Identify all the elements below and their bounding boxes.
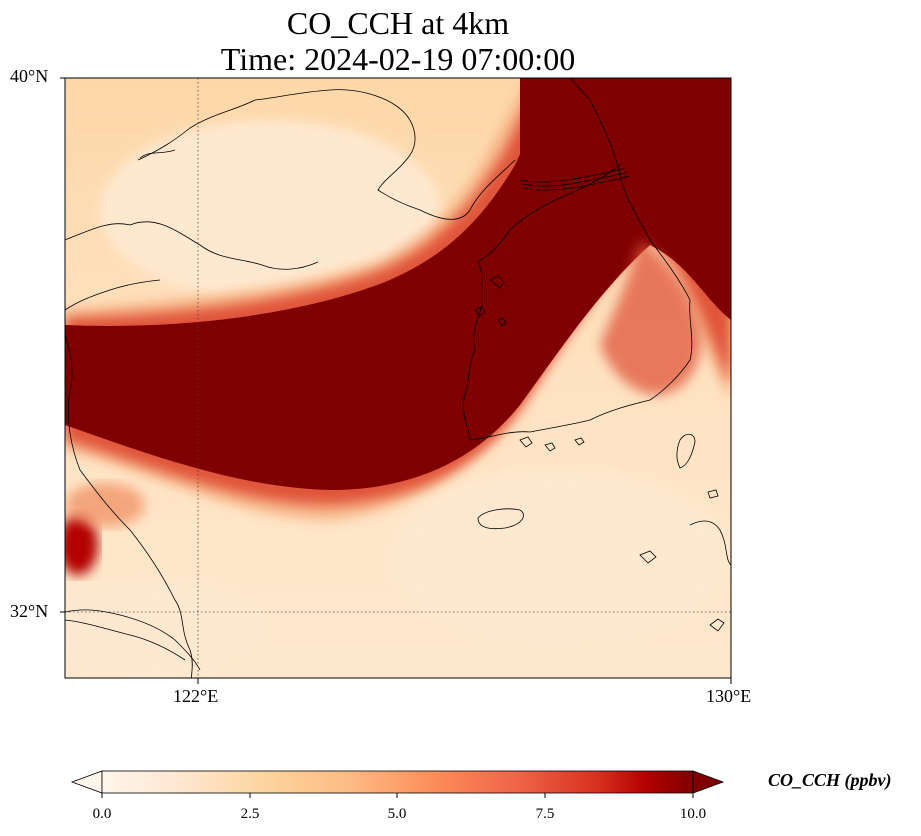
co-concentration-field bbox=[65, 78, 731, 678]
colorbar bbox=[70, 770, 725, 798]
coastlines bbox=[65, 78, 731, 678]
colorbar-tick-7-5: 7.5 bbox=[535, 806, 555, 822]
colorbar-extend-min bbox=[70, 770, 103, 794]
lon-label-130e: 130°E bbox=[706, 686, 752, 706]
colorbar-tick-0: 0.0 bbox=[92, 806, 112, 822]
colorbar-tick-5: 5.0 bbox=[387, 806, 407, 822]
map-title: CO_CCH at 4km bbox=[286, 5, 510, 41]
map-subtitle-time: Time: 2024-02-19 07:00:00 bbox=[220, 41, 576, 77]
map-frame bbox=[64, 77, 732, 679]
colorbar-units-label: CO_CCH (ppbv) bbox=[768, 770, 892, 790]
colorbar-extend-max bbox=[692, 770, 725, 794]
colorbar-tick-2-5: 2.5 bbox=[240, 806, 260, 822]
lon-label-122e: 122°E bbox=[173, 686, 219, 706]
lat-label-32n: 32°N bbox=[10, 601, 49, 621]
colorbar-gradient bbox=[101, 770, 694, 794]
gridlines bbox=[65, 78, 731, 678]
lat-label-40n: 40°N bbox=[10, 66, 49, 86]
colorbar-tick-10: 10.0 bbox=[679, 806, 707, 822]
